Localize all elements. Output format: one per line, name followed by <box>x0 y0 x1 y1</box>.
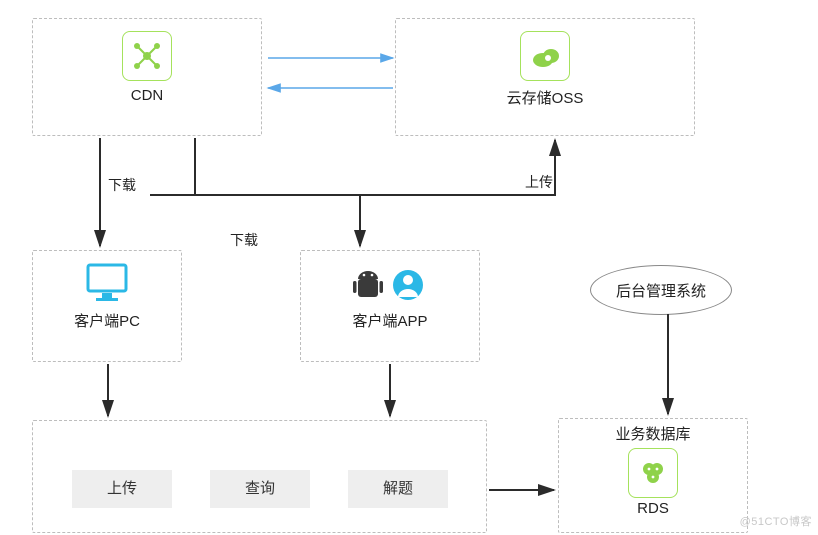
action-upload-label: 上传 <box>107 480 137 497</box>
node-pc: 客户端PC <box>32 250 182 362</box>
app-label: 客户端APP <box>301 310 479 331</box>
node-admin: 后台管理系统 <box>590 265 732 315</box>
edge-label-download1: 下载 <box>108 175 136 195</box>
node-oss: 云存储OSS <box>395 18 695 136</box>
app-icon <box>301 265 479 310</box>
edge-label-download2: 下载 <box>230 230 258 250</box>
node-rds: 业务数据库 RDS <box>558 418 748 533</box>
action-query-label: 查询 <box>245 480 275 497</box>
watermark: @51CTO博客 <box>740 513 812 529</box>
action-solve-label: 解题 <box>383 480 413 497</box>
cloud-icon <box>520 31 570 81</box>
oss-label: 云存储OSS <box>396 87 694 108</box>
cdn-icon <box>122 31 172 81</box>
cdn-label: CDN <box>33 87 261 104</box>
rds-bottom-label: RDS <box>559 500 747 517</box>
action-query: 查询 <box>210 470 310 508</box>
db-icon <box>628 448 678 498</box>
pc-label: 客户端PC <box>33 310 181 331</box>
admin-label: 后台管理系统 <box>616 280 706 301</box>
rds-top-label: 业务数据库 <box>559 423 747 444</box>
action-solve: 解题 <box>348 470 448 508</box>
edge-label-upload: 上传 <box>525 172 553 192</box>
node-cdn: CDN <box>32 18 262 136</box>
action-upload: 上传 <box>72 470 172 508</box>
node-app: 客户端APP <box>300 250 480 362</box>
monitor-icon <box>33 261 181 310</box>
